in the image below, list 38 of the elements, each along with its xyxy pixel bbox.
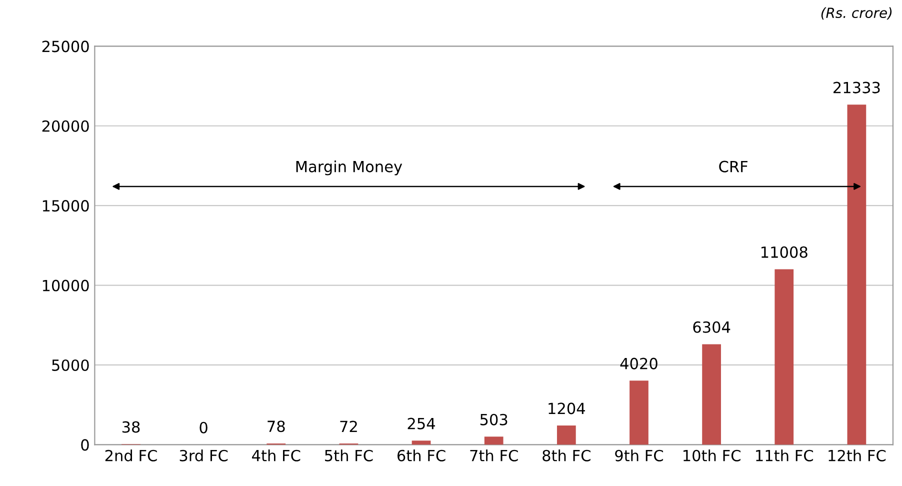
x-tick-label: 2nd FC bbox=[105, 450, 157, 462]
annotation: Margin Money bbox=[296, 160, 402, 176]
y-tick-label: 10000 bbox=[42, 280, 89, 292]
x-tick-label: 5th FC bbox=[325, 450, 373, 462]
bar bbox=[484, 436, 504, 445]
x-tick-label: 8th FC bbox=[542, 450, 590, 462]
y-tick-label: 25000 bbox=[42, 40, 89, 52]
x-tick-label: 11th FC bbox=[756, 450, 814, 462]
x-tick-label: 12th FC bbox=[828, 450, 886, 462]
bar bbox=[847, 104, 866, 445]
data-label: 0 bbox=[200, 422, 208, 434]
bar bbox=[630, 380, 648, 445]
y-tick-label: 20000 bbox=[42, 120, 89, 132]
x-tick-label: 6th FC bbox=[397, 450, 446, 462]
x-tick-label: 3rd FC bbox=[180, 450, 228, 462]
data-label: 503 bbox=[480, 414, 508, 426]
x-tick-label: 4th FC bbox=[252, 450, 300, 462]
data-label: 38 bbox=[122, 421, 140, 433]
bar bbox=[702, 344, 721, 445]
x-tick-label: 9th FC bbox=[615, 450, 664, 462]
data-label: 78 bbox=[268, 420, 285, 432]
data-label: 6304 bbox=[693, 321, 730, 333]
data-label: 11008 bbox=[762, 246, 808, 258]
data-label: 21333 bbox=[834, 82, 880, 94]
bar bbox=[774, 269, 794, 445]
y-tick-label: 0 bbox=[81, 439, 89, 451]
data-label: 1204 bbox=[548, 402, 585, 414]
data-label: 4020 bbox=[620, 358, 658, 370]
x-tick-label: 10th FC bbox=[684, 450, 740, 462]
bar bbox=[556, 425, 576, 445]
text: (Rs. crore) bbox=[821, 7, 892, 20]
data-label: 254 bbox=[408, 418, 435, 430]
y-tick-label: 5000 bbox=[52, 359, 89, 372]
data-label: 72 bbox=[340, 420, 357, 432]
x-tick-label: 7th FC bbox=[470, 450, 518, 462]
bar bbox=[412, 440, 431, 445]
y-tick-label: 15000 bbox=[42, 200, 89, 212]
annotation: CRF bbox=[719, 160, 748, 172]
